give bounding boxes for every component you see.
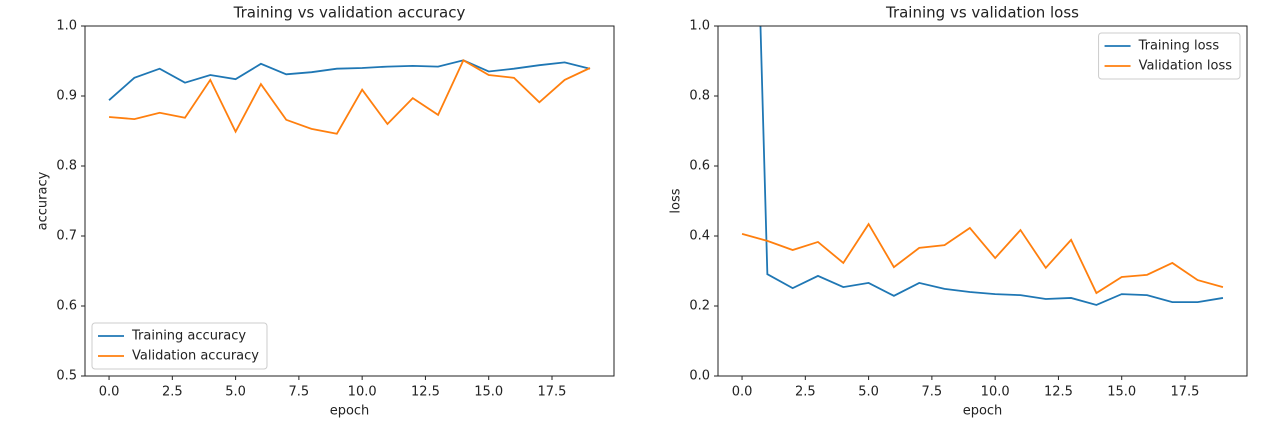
series-line [108, 59, 591, 135]
x-axis-label: epoch [330, 404, 370, 419]
y-tick-label: 0.4 [689, 229, 710, 244]
legend-label: Validation loss [1139, 59, 1233, 74]
x-axis-label: epoch [963, 404, 1003, 419]
legend: Training accuracy Validation accuracy [91, 322, 268, 370]
y-tick-label: 0.5 [56, 369, 77, 384]
x-tick-label: 12.5 [411, 385, 440, 400]
x-tick-label: 15.0 [1107, 385, 1136, 400]
series-line [741, 222, 1224, 295]
x-tick-label: 15.0 [474, 385, 503, 400]
y-tick-label: 0.7 [56, 229, 77, 244]
y-tick-label: 0.0 [689, 369, 710, 384]
y-tick-label: 1.0 [689, 19, 710, 34]
x-tick-label: 7.5 [289, 385, 310, 400]
y-tick-label: 1.0 [56, 19, 77, 34]
x-tick-label: 0.0 [732, 385, 753, 400]
x-tick-label: 2.5 [795, 385, 816, 400]
y-tick-label: 0.8 [689, 89, 710, 104]
chart-title: Training vs validation loss [885, 4, 1079, 22]
x-tick-label: 10.0 [981, 385, 1010, 400]
y-tick-label: 0.2 [689, 299, 710, 314]
legend-label: Training accuracy [131, 329, 246, 344]
series-line [759, 26, 1224, 306]
plot-frame [717, 25, 1248, 377]
y-axis-label: loss [669, 188, 684, 213]
legend-box [1098, 32, 1241, 80]
x-tick-label: 17.5 [1171, 385, 1200, 400]
x-tick-label: 7.5 [922, 385, 943, 400]
y-tick-label: 0.8 [56, 159, 77, 174]
y-tick-label: 0.6 [56, 299, 77, 314]
x-tick-label: 0.0 [99, 385, 120, 400]
chart: Training vs validation loss 0.0 2.5 5.0 7.5 1… [669, 4, 1248, 419]
legend-label: Validation accuracy [132, 349, 259, 364]
x-tick-label: 12.5 [1044, 385, 1073, 400]
y-axis-label: accuracy [36, 171, 51, 230]
x-tick-label: 10.0 [348, 385, 377, 400]
x-tick-label: 17.5 [538, 385, 567, 400]
x-tick-label: 5.0 [858, 385, 879, 400]
y-tick-label: 0.9 [56, 89, 77, 104]
legend-label: Training loss [1138, 39, 1220, 54]
y-tick-label: 0.6 [689, 159, 710, 174]
chart: Training vs validation accuracy 0.0 2.5 5.0… [36, 4, 615, 419]
chart-title: Training vs validation accuracy [233, 4, 466, 22]
x-tick-label: 5.0 [225, 385, 246, 400]
x-tick-label: 2.5 [162, 385, 183, 400]
legend: Training loss Validation loss [1098, 32, 1241, 80]
plot-frame [84, 25, 615, 377]
series-line [108, 59, 591, 101]
legend-box [91, 322, 268, 370]
